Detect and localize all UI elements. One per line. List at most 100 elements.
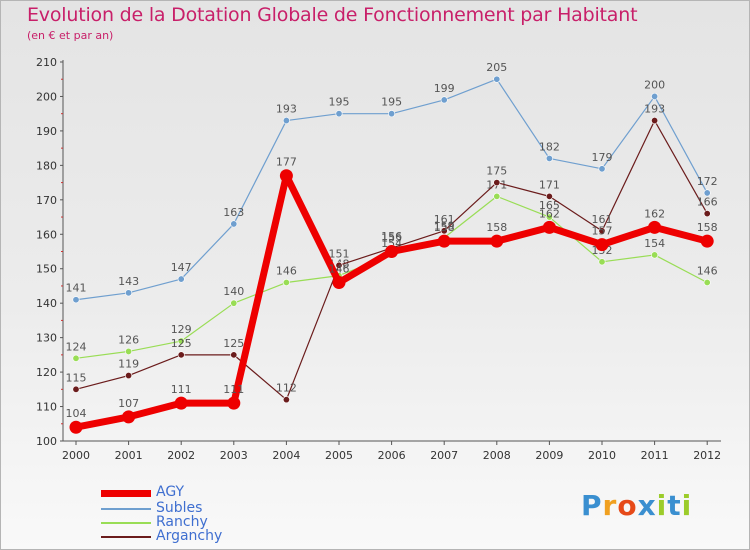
data-point-arganchy bbox=[177, 351, 185, 359]
y-tick-label: 110 bbox=[36, 401, 57, 414]
x-tick-label: 2009 bbox=[535, 449, 563, 462]
data-label-subles: 205 bbox=[486, 61, 507, 74]
data-label-agy: 158 bbox=[486, 221, 507, 234]
data-point-subles bbox=[177, 275, 185, 283]
data-label-arganchy: 115 bbox=[66, 371, 87, 384]
data-point-ranchy bbox=[282, 279, 290, 287]
data-label-ranchy: 159 bbox=[434, 220, 455, 233]
x-tick-label: 2000 bbox=[62, 449, 90, 462]
data-point-arganchy bbox=[230, 351, 238, 359]
y-tick-label: 200 bbox=[36, 90, 57, 103]
data-label-subles: 147 bbox=[171, 261, 192, 274]
data-label-agy: 162 bbox=[539, 207, 560, 220]
data-label-arganchy: 156 bbox=[381, 230, 402, 243]
y-tick-label: 160 bbox=[36, 228, 57, 241]
logo-letter: P bbox=[581, 489, 603, 522]
data-point-subles bbox=[282, 117, 290, 125]
data-point-ranchy bbox=[703, 279, 711, 287]
data-point-subles bbox=[72, 296, 80, 304]
data-label-agy: 158 bbox=[697, 221, 718, 234]
legend-label-arganchy: Arganchy bbox=[156, 528, 223, 544]
legend-swatch-ranchy bbox=[101, 522, 151, 524]
x-tick-label: 2012 bbox=[693, 449, 721, 462]
data-label-subles: 141 bbox=[66, 282, 87, 295]
x-tick-label: 2008 bbox=[483, 449, 511, 462]
y-tick-label: 180 bbox=[36, 159, 57, 172]
x-tick-label: 2001 bbox=[115, 449, 143, 462]
data-point-ranchy bbox=[125, 347, 133, 355]
data-label-ranchy: 129 bbox=[171, 323, 192, 336]
data-point-subles bbox=[493, 75, 501, 83]
proxiti-logo: Proxiti bbox=[581, 489, 692, 522]
data-label-subles: 195 bbox=[381, 96, 402, 109]
data-point-arganchy bbox=[72, 385, 80, 393]
data-point-ranchy bbox=[651, 251, 659, 259]
data-point-ranchy bbox=[177, 337, 185, 345]
legend-label-ranchy: Ranchy bbox=[156, 514, 208, 530]
data-label-ranchy: 146 bbox=[276, 265, 297, 278]
data-label-arganchy: 112 bbox=[276, 382, 297, 395]
legend-swatch-subles bbox=[101, 508, 151, 510]
data-point-subles bbox=[125, 289, 133, 297]
data-label-subles: 200 bbox=[644, 78, 665, 91]
data-point-agy bbox=[69, 420, 83, 434]
data-label-ranchy: 124 bbox=[66, 340, 87, 353]
data-label-ranchy: 126 bbox=[118, 333, 139, 346]
data-point-arganchy bbox=[282, 396, 290, 404]
data-label-arganchy: 151 bbox=[329, 247, 350, 260]
logo-letter: t bbox=[667, 489, 682, 522]
data-label-ranchy: 165 bbox=[539, 199, 560, 212]
data-label-subles: 182 bbox=[539, 140, 560, 153]
data-point-agy bbox=[279, 169, 293, 183]
data-point-subles bbox=[335, 110, 343, 118]
data-label-subles: 193 bbox=[276, 103, 297, 116]
y-tick-label: 210 bbox=[36, 56, 57, 69]
data-point-ranchy bbox=[72, 354, 80, 362]
data-point-arganchy bbox=[335, 261, 343, 269]
data-point-ranchy bbox=[493, 192, 501, 200]
data-label-arganchy: 119 bbox=[118, 358, 139, 371]
x-tick-label: 2003 bbox=[220, 449, 248, 462]
data-label-agy: 162 bbox=[644, 207, 665, 220]
data-point-agy bbox=[437, 234, 451, 248]
data-label-subles: 195 bbox=[329, 96, 350, 109]
x-tick-label: 2005 bbox=[325, 449, 353, 462]
logo-letter: r bbox=[602, 489, 618, 522]
logo-letter: o bbox=[617, 489, 638, 522]
data-label-agy: 177 bbox=[276, 156, 297, 169]
legend-swatch-arganchy bbox=[101, 536, 151, 538]
y-tick-label: 150 bbox=[36, 263, 57, 276]
data-label-subles: 163 bbox=[223, 206, 244, 219]
x-tick-label: 2006 bbox=[378, 449, 406, 462]
chart-subtitle: (en € et par an) bbox=[27, 29, 114, 42]
data-point-arganchy bbox=[545, 192, 553, 200]
data-label-agy: 146 bbox=[329, 263, 350, 276]
x-tick-label: 2007 bbox=[430, 449, 458, 462]
data-point-agy bbox=[122, 410, 136, 424]
data-label-arganchy: 125 bbox=[223, 337, 244, 350]
x-tick-label: 2010 bbox=[588, 449, 616, 462]
data-point-ranchy bbox=[545, 213, 553, 221]
chart-title: Evolution de la Dotation Globale de Fonc… bbox=[27, 4, 638, 26]
data-label-subles: 172 bbox=[697, 175, 718, 188]
data-point-arganchy bbox=[493, 179, 501, 187]
data-label-agy: 107 bbox=[118, 397, 139, 410]
data-label-arganchy: 166 bbox=[697, 196, 718, 209]
data-point-arganchy bbox=[703, 210, 711, 218]
y-tick-label: 120 bbox=[36, 366, 57, 379]
y-tick-label: 130 bbox=[36, 332, 57, 345]
data-point-arganchy bbox=[125, 372, 133, 380]
logo-letter: i bbox=[656, 489, 668, 522]
data-point-arganchy bbox=[440, 227, 448, 235]
data-point-arganchy bbox=[651, 117, 659, 125]
y-tick-label: 140 bbox=[36, 297, 57, 310]
data-label-ranchy: 154 bbox=[644, 237, 665, 250]
data-point-subles bbox=[703, 189, 711, 197]
data-point-subles bbox=[230, 220, 238, 228]
data-point-agy bbox=[542, 220, 556, 234]
data-point-arganchy bbox=[598, 227, 606, 235]
legend-swatch-agy bbox=[101, 490, 151, 497]
x-tick-label: 2011 bbox=[641, 449, 669, 462]
